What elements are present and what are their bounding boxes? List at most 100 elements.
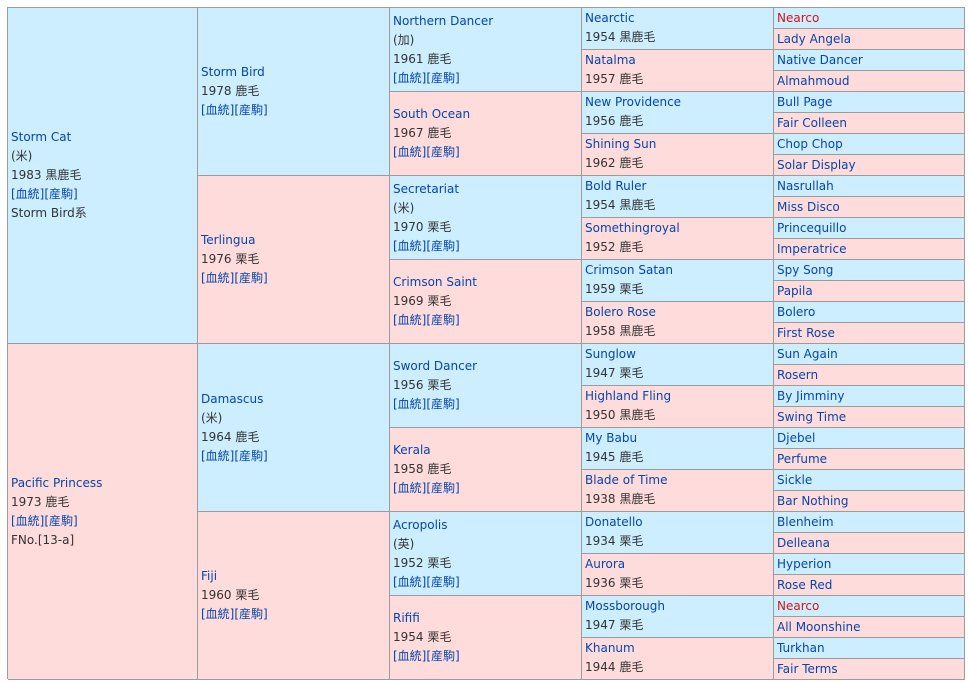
- birth-year-color: 1970 栗毛: [393, 219, 452, 234]
- horse-name-link[interactable]: Mossborough: [585, 599, 665, 613]
- horse-name-link[interactable]: Bar Nothing: [777, 493, 849, 508]
- horse-name-link[interactable]: Spy Song: [777, 262, 834, 277]
- horse-name-link[interactable]: Fair Colleen: [777, 115, 847, 130]
- horse-name-link[interactable]: Storm Bird: [201, 65, 265, 79]
- birth-year-color: 1950 黒鹿毛: [585, 408, 656, 422]
- horse-name-link[interactable]: Bolero Rose: [585, 305, 656, 319]
- horse-name-link[interactable]: New Providence: [585, 95, 682, 109]
- birth-year-color: 1952 栗毛: [393, 555, 452, 570]
- horse-name-link[interactable]: Aurora: [585, 557, 626, 571]
- horse-name-link[interactable]: All Moonshine: [777, 619, 861, 634]
- horse-name-link[interactable]: Delleana: [777, 535, 830, 550]
- pedigree-offspring-links[interactable]: [血統][産駒]: [11, 513, 78, 528]
- pedigree-offspring-links[interactable]: [血統][産駒]: [393, 238, 460, 253]
- horse-name-link[interactable]: Rose Red: [777, 577, 833, 592]
- horse-name-link[interactable]: Crimson Saint: [393, 275, 477, 289]
- pedigree-cell-gen5: Perfume: [774, 449, 965, 470]
- horse-name-link[interactable]: Turkhan: [777, 640, 825, 655]
- horse-name-link[interactable]: Blade of Time: [585, 473, 668, 487]
- pedigree-cell-gen4: Crimson Satan 1959 栗毛: [582, 260, 774, 302]
- horse-name-link[interactable]: Hyperion: [777, 556, 832, 571]
- horse-name-link[interactable]: Solar Display: [777, 157, 856, 172]
- horse-name-link[interactable]: Natalma: [585, 53, 636, 67]
- pedigree-offspring-links[interactable]: [血統][産駒]: [201, 448, 268, 463]
- pedigree-cell-gen3: Secretariat (米) 1970 栗毛 [血統][産駒]: [390, 176, 582, 260]
- horse-name-link[interactable]: Terlingua: [201, 233, 256, 247]
- horse-name-link[interactable]: Perfume: [777, 451, 828, 466]
- horse-name-link[interactable]: Almahmoud: [777, 73, 850, 88]
- pedigree-offspring-links[interactable]: [血統][産駒]: [393, 145, 460, 159]
- horse-name-link[interactable]: Highland Fling: [585, 389, 672, 403]
- horse-name-link[interactable]: By Jimminy: [777, 388, 845, 403]
- pedigree-cell-gen4: Bolero Rose 1958 黒鹿毛: [582, 302, 774, 344]
- pedigree-offspring-links[interactable]: [血統][産駒]: [393, 313, 460, 327]
- pedigree-cell-gen3: South Ocean 1967 鹿毛 [血統][産駒]: [390, 92, 582, 176]
- horse-name-link[interactable]: Pacific Princess: [11, 475, 103, 490]
- pedigree-offspring-links[interactable]: [血統][産駒]: [201, 607, 268, 621]
- horse-name-link[interactable]: Blenheim: [777, 514, 834, 529]
- pedigree-offspring-links[interactable]: [血統][産駒]: [393, 481, 460, 495]
- horse-name-link[interactable]: Acropolis: [393, 517, 448, 532]
- horse-name-link[interactable]: Secretariat: [393, 181, 460, 196]
- horse-name-link[interactable]: Crimson Satan: [585, 263, 673, 277]
- birth-year-color: 1960 栗毛: [201, 588, 260, 602]
- horse-name-link[interactable]: Sword Dancer: [393, 359, 478, 373]
- horse-name-link[interactable]: Lady Angela: [777, 31, 852, 46]
- pedigree-cell-gen4: Highland Fling 1950 黒鹿毛: [582, 386, 774, 428]
- horse-name-link[interactable]: Sun Again: [777, 346, 838, 361]
- horse-name-link[interactable]: First Rose: [777, 325, 835, 340]
- pedigree-cell-gen5: Blenheim: [774, 512, 965, 533]
- horse-name-link[interactable]: Damascus: [201, 391, 264, 406]
- horse-name-link[interactable]: Kerala: [393, 443, 431, 457]
- pedigree-cell-gen5: Nasrullah: [774, 176, 965, 197]
- birth-year-color: 1956 鹿毛: [585, 114, 644, 128]
- horse-name-link[interactable]: Nearco: [777, 10, 820, 25]
- horse-name-link[interactable]: South Ocean: [393, 107, 471, 121]
- horse-name-link[interactable]: Swing Time: [777, 409, 847, 424]
- horse-name-link[interactable]: Sickle: [777, 472, 813, 487]
- horse-name-link[interactable]: Storm Cat: [11, 130, 72, 144]
- horse-name-link[interactable]: Sunglow: [585, 347, 636, 361]
- horse-name-link[interactable]: Imperatrice: [777, 241, 847, 256]
- pedigree-offspring-links[interactable]: [血統][産駒]: [201, 271, 268, 285]
- horse-name-link[interactable]: Shining Sun: [585, 137, 657, 151]
- pedigree-cell-gen4: Mossborough 1947 栗毛: [582, 596, 774, 638]
- pedigree-offspring-links[interactable]: [血統][産駒]: [11, 187, 78, 201]
- horse-name-link[interactable]: Nearco: [777, 598, 820, 613]
- pedigree-cell-gen4: Nearctic 1954 黒鹿毛: [582, 8, 774, 50]
- pedigree-offspring-links[interactable]: [血統][産駒]: [393, 70, 460, 85]
- birth-year-color: 1958 黒鹿毛: [585, 324, 656, 338]
- horse-name-link[interactable]: Fair Terms: [777, 661, 838, 676]
- horse-name-link[interactable]: Princequillo: [777, 220, 847, 235]
- pedigree-cell-gen4: Blade of Time 1938 黒鹿毛: [582, 470, 774, 512]
- horse-name-link[interactable]: Bold Ruler: [585, 179, 647, 193]
- pedigree-cell-gen3: Sword Dancer 1956 栗毛 [血統][産駒]: [390, 344, 582, 428]
- horse-name-link[interactable]: Donatello: [585, 515, 643, 529]
- horse-name-link[interactable]: Papila: [777, 283, 813, 298]
- horse-name-link[interactable]: Bull Page: [777, 94, 833, 109]
- horse-name-link[interactable]: Djebel: [777, 430, 816, 445]
- pedigree-cell-gen4: Shining Sun 1962 鹿毛: [582, 134, 774, 176]
- horse-name-link[interactable]: Nearctic: [585, 11, 635, 25]
- horse-name-link[interactable]: Native Dancer: [777, 52, 863, 67]
- pedigree-offspring-links[interactable]: [血統][産駒]: [393, 397, 460, 411]
- horse-name-link[interactable]: Miss Disco: [777, 199, 840, 214]
- horse-name-link[interactable]: My Babu: [585, 431, 638, 445]
- birth-year-color: 1958 鹿毛: [393, 462, 452, 476]
- horse-name-link[interactable]: Northern Dancer: [393, 13, 494, 28]
- horse-name-link[interactable]: Fiji: [201, 569, 218, 583]
- pedigree-cell-gen5: By Jimminy: [774, 386, 965, 407]
- pedigree-offspring-links[interactable]: [血統][産駒]: [201, 103, 268, 117]
- pedigree-cell-gen2: Storm Bird 1978 鹿毛 [血統][産駒]: [198, 8, 390, 176]
- horse-name-link[interactable]: Chop Chop: [777, 136, 843, 151]
- pedigree-offspring-links[interactable]: [血統][産駒]: [393, 649, 460, 663]
- horse-name-link[interactable]: Khanum: [585, 641, 635, 655]
- horse-name-link[interactable]: Nasrullah: [777, 178, 834, 193]
- horse-name-link[interactable]: Somethingroyal: [585, 221, 680, 235]
- pedigree-offspring-links[interactable]: [血統][産駒]: [393, 574, 460, 589]
- origin-label: (英): [393, 536, 415, 551]
- horse-name-link[interactable]: Bolero: [777, 304, 816, 319]
- horse-name-link[interactable]: Rififi: [393, 611, 420, 625]
- birth-year-color: 1983 黒鹿毛: [11, 168, 82, 182]
- horse-name-link[interactable]: Rosern: [777, 367, 819, 382]
